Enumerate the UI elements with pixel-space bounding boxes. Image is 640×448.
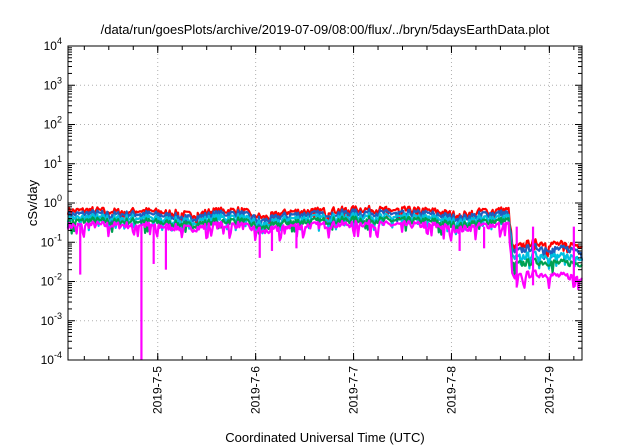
y-tick-label: 101 <box>44 154 62 171</box>
series-line <box>66 219 583 291</box>
y-axis-title: cSv/day <box>25 179 40 226</box>
y-axis: 10-4 10-3 10-2 10-1 100 101 102 103 104 <box>41 36 582 367</box>
y-tick-label: 102 <box>44 115 62 132</box>
x-tick-label: 2019-7-8 <box>444 366 458 414</box>
x-tick-label: 2019-7-5 <box>151 366 165 414</box>
x-tick-label: 2019-7-6 <box>249 366 263 414</box>
series-layer <box>66 204 584 360</box>
chart-title: /data/run/goesPlots/archive/2019-07-09/0… <box>101 22 550 37</box>
y-tick-label: 10-1 <box>41 232 62 249</box>
x-tick-label: 2019-7-9 <box>542 366 556 414</box>
grid <box>68 46 582 360</box>
y-tick-label: 103 <box>44 75 62 92</box>
x-tick-label: 2019-7-7 <box>347 366 361 414</box>
y-tick-label: 10-2 <box>41 272 62 289</box>
x-axis: 2019-7-5 2019-7-6 2019-7-7 2019-7-8 2019-7-9 <box>83 46 575 414</box>
x-axis-title: Coordinated Universal Time (UTC) <box>225 430 424 445</box>
y-tick-label: 10-3 <box>41 311 62 328</box>
y-tick-label: 10-4 <box>41 350 62 367</box>
y-tick-label: 100 <box>44 193 62 210</box>
series-line <box>66 204 583 258</box>
y-tick-label: 104 <box>44 36 62 53</box>
